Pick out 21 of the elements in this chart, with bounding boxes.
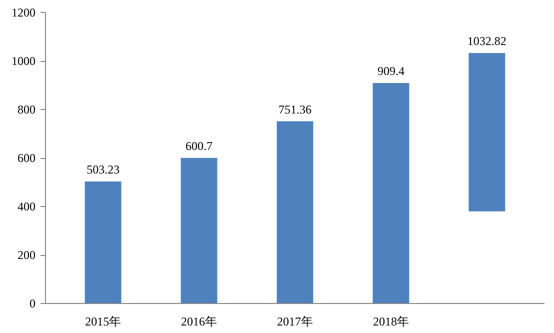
y-tick-label: 1200 (12, 6, 36, 20)
x-tick-label: 2015年 (85, 314, 122, 328)
y-tick-label: 0 (30, 296, 36, 310)
data-label: 909.4 (377, 64, 404, 78)
bar (180, 158, 218, 304)
data-label: 1032.82 (467, 34, 506, 48)
y-tick-label: 1000 (12, 54, 36, 68)
bar (276, 121, 314, 304)
y-tick-label: 200 (18, 248, 36, 262)
bar (84, 181, 122, 304)
data-label: 600.7 (186, 138, 213, 153)
x-tick-label: 2018年 (372, 314, 409, 328)
data-label: 751.36 (278, 102, 312, 116)
x-tick-label: 2016年 (181, 314, 218, 328)
data-label: 503.23 (86, 162, 120, 176)
y-tick-label: 400 (18, 200, 36, 214)
x-tick-label: 2017年 (277, 314, 313, 328)
y-tick-label: 800 (18, 102, 36, 116)
y-tick-label: 600 (18, 151, 36, 165)
bar (468, 53, 506, 212)
bar (372, 82, 410, 304)
